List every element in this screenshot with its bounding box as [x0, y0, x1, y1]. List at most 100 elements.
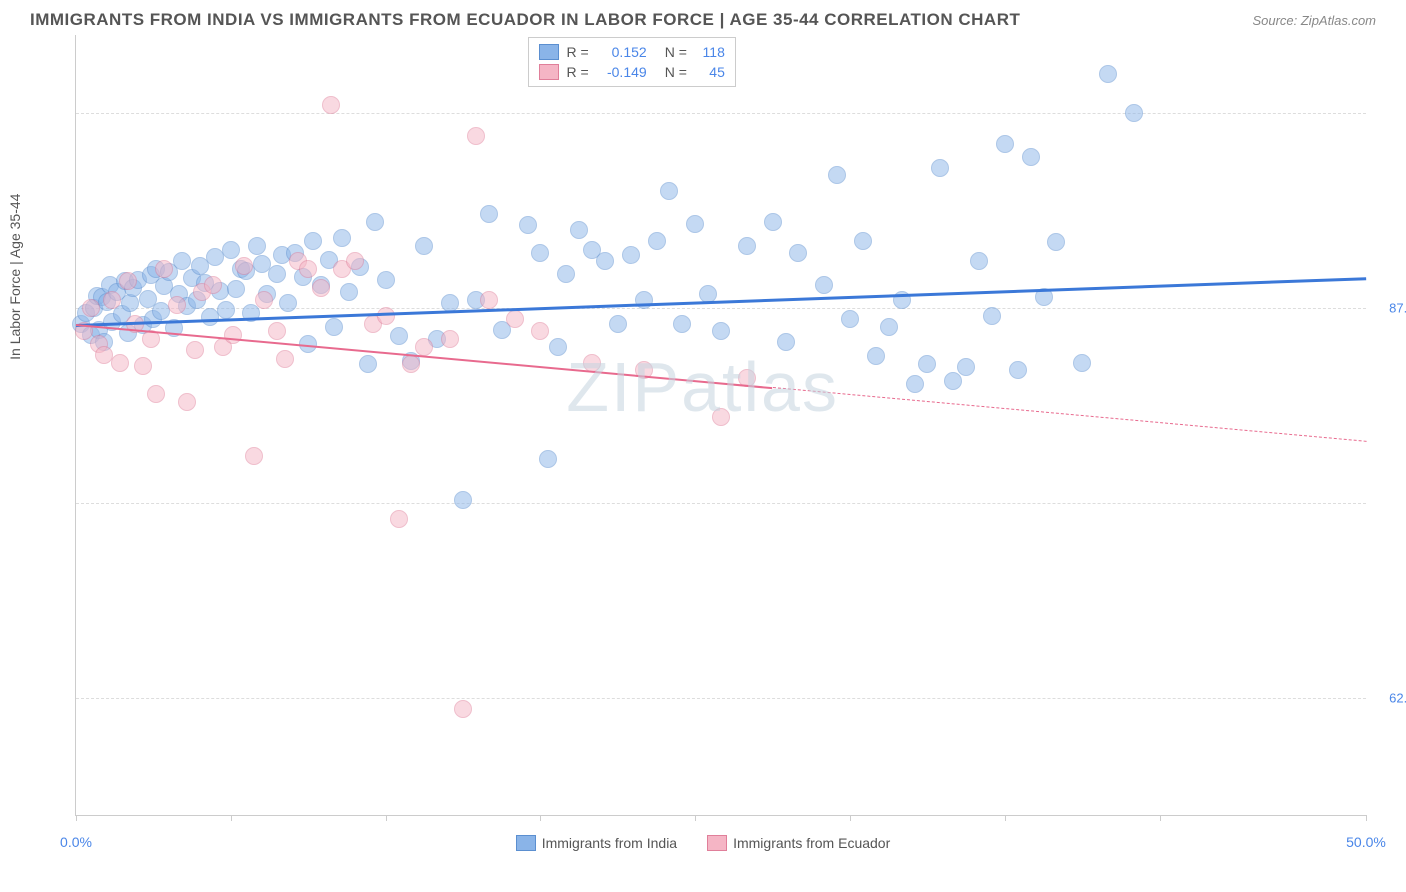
chart-area: In Labor Force | Age 35-44 ZIPatlas R =0… — [30, 35, 1376, 835]
scatter-point — [390, 510, 408, 528]
x-tick — [540, 815, 541, 821]
scatter-point — [222, 241, 240, 259]
scatter-point — [983, 307, 1001, 325]
trend-line — [773, 387, 1366, 442]
scatter-point — [880, 318, 898, 336]
legend-r-value: 0.152 — [597, 44, 647, 60]
scatter-point — [227, 280, 245, 298]
scatter-point — [570, 221, 588, 239]
x-tick — [1160, 815, 1161, 821]
scatter-point — [103, 291, 121, 309]
scatter-point — [828, 166, 846, 184]
gridline — [76, 698, 1366, 699]
y-axis-label: In Labor Force | Age 35-44 — [7, 194, 23, 360]
gridline — [76, 503, 1366, 504]
bottom-legend-item: Immigrants from India — [516, 835, 677, 851]
scatter-point — [279, 294, 297, 312]
scatter-point — [519, 216, 537, 234]
x-tick — [386, 815, 387, 821]
scatter-point — [970, 252, 988, 270]
scatter-point — [1047, 233, 1065, 251]
scatter-point — [1125, 104, 1143, 122]
scatter-point — [660, 182, 678, 200]
chart-title: IMMIGRANTS FROM INDIA VS IMMIGRANTS FROM… — [30, 10, 1020, 30]
scatter-point — [119, 272, 137, 290]
scatter-point — [147, 385, 165, 403]
scatter-point — [390, 327, 408, 345]
scatter-point — [173, 252, 191, 270]
scatter-point — [854, 232, 872, 250]
bottom-legend: Immigrants from India Immigrants from Ecu… — [0, 835, 1406, 851]
scatter-point — [322, 96, 340, 114]
scatter-point — [268, 322, 286, 340]
scatter-point — [255, 291, 273, 309]
scatter-point — [557, 265, 575, 283]
scatter-point — [204, 276, 222, 294]
scatter-point — [957, 358, 975, 376]
y-tick-label: 87.5% — [1389, 301, 1406, 316]
legend-swatch — [707, 835, 727, 851]
x-tick-label: 0.0% — [60, 834, 92, 850]
scatter-point — [340, 283, 358, 301]
scatter-point — [596, 252, 614, 270]
scatter-point — [325, 318, 343, 336]
scatter-point — [245, 447, 263, 465]
scatter-point — [944, 372, 962, 390]
scatter-point — [268, 265, 286, 283]
scatter-point — [712, 408, 730, 426]
scatter-point — [841, 310, 859, 328]
legend-swatch — [516, 835, 536, 851]
scatter-point — [333, 229, 351, 247]
scatter-point — [299, 260, 317, 278]
scatter-point — [134, 357, 152, 375]
scatter-point — [111, 354, 129, 372]
legend-row: R =-0.149N =45 — [539, 62, 725, 82]
watermark: ZIPatlas — [566, 347, 839, 427]
scatter-point — [918, 355, 936, 373]
scatter-point — [480, 205, 498, 223]
legend-n-label: N = — [665, 44, 687, 60]
scatter-point — [777, 333, 795, 351]
legend-swatch — [539, 44, 559, 60]
scatter-point — [178, 393, 196, 411]
scatter-point — [217, 301, 235, 319]
scatter-point — [415, 237, 433, 255]
scatter-point — [155, 260, 173, 278]
bottom-legend-label: Immigrants from Ecuador — [733, 835, 890, 851]
scatter-point — [1022, 148, 1040, 166]
legend-n-value: 45 — [695, 64, 725, 80]
scatter-point — [304, 232, 322, 250]
y-tick-label: 62.5% — [1389, 691, 1406, 706]
scatter-point — [121, 294, 139, 312]
bottom-legend-item: Immigrants from Ecuador — [707, 835, 890, 851]
scatter-point — [673, 315, 691, 333]
scatter-point — [931, 159, 949, 177]
x-tick — [231, 815, 232, 821]
scatter-point — [467, 127, 485, 145]
scatter-point — [531, 322, 549, 340]
title-bar: IMMIGRANTS FROM INDIA VS IMMIGRANTS FROM… — [0, 0, 1406, 35]
x-tick — [1005, 815, 1006, 821]
scatter-point — [789, 244, 807, 262]
trend-line — [76, 324, 773, 389]
scatter-point — [441, 330, 459, 348]
scatter-point — [402, 355, 420, 373]
scatter-point — [1099, 65, 1117, 83]
scatter-point — [815, 276, 833, 294]
scatter-point — [764, 213, 782, 231]
scatter-point — [1009, 361, 1027, 379]
scatter-point — [168, 296, 186, 314]
scatter-point — [480, 291, 498, 309]
bottom-legend-label: Immigrants from India — [542, 835, 677, 851]
legend-r-value: -0.149 — [597, 64, 647, 80]
x-tick — [850, 815, 851, 821]
scatter-point — [276, 350, 294, 368]
scatter-point — [609, 315, 627, 333]
scatter-point — [867, 347, 885, 365]
scatter-point — [235, 257, 253, 275]
source-label: Source: ZipAtlas.com — [1252, 13, 1376, 28]
scatter-point — [1073, 354, 1091, 372]
scatter-point — [82, 299, 100, 317]
scatter-point — [738, 237, 756, 255]
scatter-point — [549, 338, 567, 356]
